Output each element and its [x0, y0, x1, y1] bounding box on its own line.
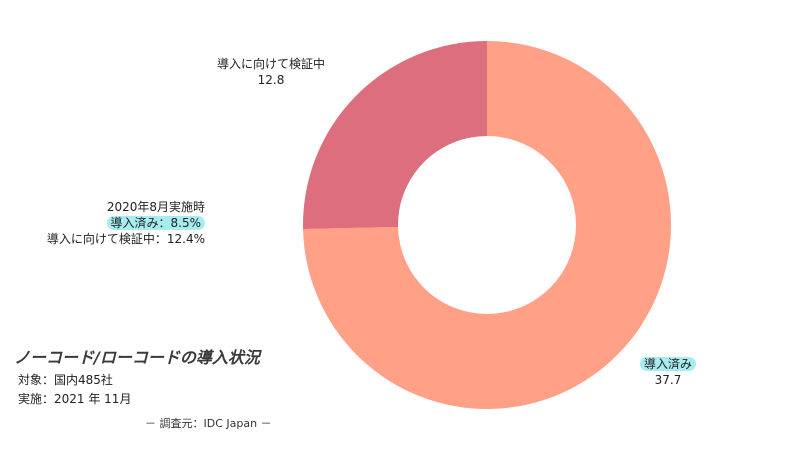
label-done: 導入済み 37.7 — [628, 356, 708, 388]
survey-source: － 調査元：IDC Japan － — [145, 417, 272, 430]
survey-date: 実施：2021 年 11月 — [18, 392, 132, 406]
comparison-heading: 2020年8月実施時 — [106, 200, 205, 214]
label-done-value: 37.7 — [654, 373, 682, 387]
survey-target: 対象：国内485社 — [18, 373, 113, 387]
chart-title: ノーコード/ローコードの導入状況 — [14, 348, 260, 367]
label-verifying-name: 導入に向けて検証中 — [216, 57, 325, 71]
comparison-verifying: 導入に向けて検証中：12.4% — [46, 232, 205, 246]
label-verifying: 導入に向けて検証中 12.8 — [186, 56, 356, 88]
comparison-done: 導入済み：8.5% — [106, 216, 205, 230]
label-done-name: 導入済み — [639, 357, 696, 371]
donut-slice-1 — [303, 41, 487, 230]
label-verifying-value: 12.8 — [257, 73, 285, 87]
comparison-note: 2020年8月実施時 導入済み：8.5% 導入に向けて検証中：12.4% — [47, 199, 205, 247]
donut-slice-0 — [303, 41, 671, 410]
